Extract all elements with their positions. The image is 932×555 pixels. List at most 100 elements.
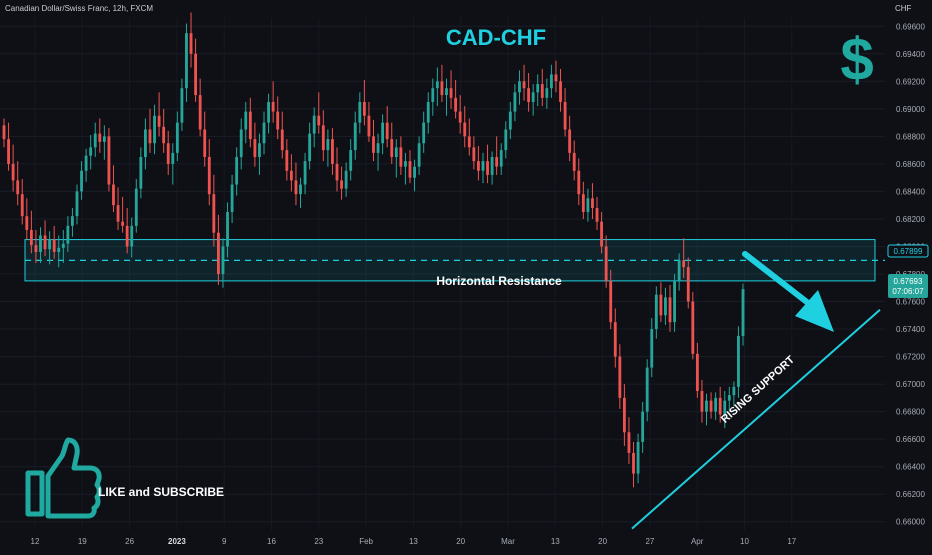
candle-body[interactable] — [34, 245, 38, 252]
candle-body[interactable] — [267, 101, 270, 123]
candle-body[interactable] — [454, 97, 458, 112]
candle-body[interactable] — [458, 111, 462, 123]
candle-body[interactable] — [718, 397, 722, 415]
candle-body[interactable] — [636, 441, 640, 474]
candle-body[interactable] — [595, 207, 599, 222]
candle-body[interactable] — [518, 81, 521, 93]
candle-body[interactable] — [171, 152, 175, 164]
candle-body[interactable] — [93, 133, 97, 148]
candle-body[interactable] — [139, 157, 143, 189]
candle-body[interactable] — [463, 122, 467, 137]
candle-body[interactable] — [604, 246, 608, 281]
candle-body[interactable] — [659, 294, 663, 316]
candle-body[interactable] — [289, 170, 293, 181]
candle-body[interactable] — [527, 88, 531, 102]
candle-body[interactable] — [121, 221, 125, 226]
candle-body[interactable] — [581, 194, 585, 213]
candle-body[interactable] — [490, 157, 494, 175]
candle-body[interactable] — [89, 147, 93, 156]
candle-body[interactable] — [353, 122, 357, 151]
candle-body[interactable] — [435, 81, 439, 89]
candle-body[interactable] — [326, 139, 330, 151]
candle-body[interactable] — [372, 136, 375, 153]
candle-body[interactable] — [654, 294, 658, 330]
candle-body[interactable] — [522, 81, 526, 89]
candle-body[interactable] — [686, 267, 690, 302]
candle-body[interactable] — [472, 147, 476, 162]
candle-body[interactable] — [508, 111, 512, 130]
candle-body[interactable] — [549, 74, 553, 89]
candle-body[interactable] — [559, 81, 562, 102]
candle-body[interactable] — [262, 122, 266, 144]
candle-body[interactable] — [308, 133, 312, 162]
candle-body[interactable] — [216, 232, 220, 274]
candle-body[interactable] — [613, 322, 617, 357]
candle-body[interactable] — [258, 143, 261, 158]
candle-body[interactable] — [130, 225, 134, 247]
candle-body[interactable] — [709, 400, 713, 412]
candle-body[interactable] — [677, 260, 681, 281]
rising-support-line[interactable] — [631, 309, 881, 530]
candle-body[interactable] — [431, 88, 435, 102]
candle-body[interactable] — [650, 329, 654, 368]
candle-body[interactable] — [52, 239, 56, 252]
candle-body[interactable] — [321, 125, 325, 151]
candle-body[interactable] — [385, 122, 389, 140]
candle-body[interactable] — [563, 101, 567, 130]
candle-body[interactable] — [48, 239, 52, 250]
candle-body[interactable] — [180, 88, 184, 123]
candle-body[interactable] — [394, 147, 398, 158]
candle-body[interactable] — [700, 390, 704, 412]
candle-body[interactable] — [29, 229, 33, 246]
candle-body[interactable] — [495, 157, 499, 167]
candle-body[interactable] — [71, 216, 74, 226]
candle-body[interactable] — [399, 147, 403, 167]
candle-body[interactable] — [207, 157, 211, 195]
candle-body[interactable] — [695, 353, 699, 391]
candle-body[interactable] — [664, 297, 667, 316]
candle-body[interactable] — [417, 143, 421, 167]
candle-body[interactable] — [285, 150, 289, 171]
candle-body[interactable] — [477, 161, 480, 171]
candle-body[interactable] — [244, 111, 248, 130]
candle-body[interactable] — [404, 161, 407, 167]
candle-body[interactable] — [705, 400, 708, 412]
candle-body[interactable] — [335, 163, 339, 181]
candle-body[interactable] — [185, 33, 188, 89]
candle-body[interactable] — [426, 101, 430, 123]
candle-body[interactable] — [75, 191, 79, 217]
candle-body[interactable] — [632, 452, 635, 474]
candle-body[interactable] — [189, 33, 193, 54]
candle-body[interactable] — [504, 129, 508, 151]
candle-body[interactable] — [600, 221, 604, 247]
candle-body[interactable] — [248, 111, 252, 140]
candle-body[interactable] — [125, 225, 129, 247]
candle-body[interactable] — [194, 53, 198, 96]
candle-body[interactable] — [2, 125, 6, 140]
candle-body[interactable] — [166, 143, 170, 164]
candle-body[interactable] — [445, 88, 448, 96]
candle-body[interactable] — [299, 184, 302, 195]
candle-body[interactable] — [390, 139, 394, 158]
candle-body[interactable] — [641, 411, 645, 442]
candle-body[interactable] — [645, 367, 649, 412]
candle-body[interactable] — [143, 129, 147, 158]
candle-body[interactable] — [239, 129, 243, 158]
candle-body[interactable] — [440, 81, 444, 96]
candle-body[interactable] — [499, 150, 503, 167]
candle-body[interactable] — [668, 297, 672, 323]
candle-body[interactable] — [11, 163, 15, 181]
candle-body[interactable] — [80, 170, 83, 192]
candle-body[interactable] — [691, 301, 695, 354]
candle-body[interactable] — [344, 170, 348, 189]
candle-body[interactable] — [61, 243, 65, 248]
candle-body[interactable] — [198, 95, 202, 130]
candle-body[interactable] — [622, 397, 626, 433]
candle-body[interactable] — [25, 216, 29, 230]
candle-body[interactable] — [157, 115, 161, 127]
candle-body[interactable] — [408, 161, 412, 178]
candle-body[interactable] — [276, 111, 280, 130]
candle-body[interactable] — [737, 335, 740, 387]
candle-body[interactable] — [723, 400, 727, 415]
